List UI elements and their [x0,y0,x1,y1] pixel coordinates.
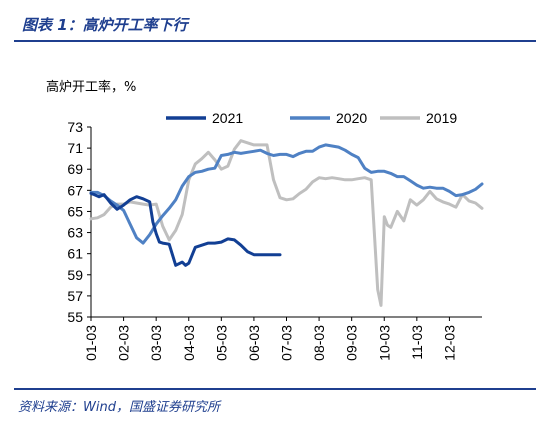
y-tick-label: 65 [67,203,83,219]
x-tick-label: 06-03 [246,325,262,361]
x-tick-label: 10-03 [376,325,392,361]
y-tick-label: 67 [67,182,83,198]
x-tick-label: 04-03 [181,325,197,361]
x-tick-label: 02-03 [116,325,132,361]
series-line-2019 [89,139,484,307]
y-tick-label: 63 [67,225,83,241]
x-tick-label: 09-03 [344,325,360,361]
x-tick-label: 07-03 [279,325,295,361]
legend-label-2021: 2021 [212,110,243,126]
source-rule [14,388,536,390]
series-line-2020 [89,143,484,245]
x-tick-label: 12-03 [441,325,457,361]
x-tick-label: 11-03 [409,325,425,360]
y-tick-label: 61 [67,246,83,262]
series-lines [89,139,484,307]
source-note: 资料来源：Wind，国盛证券研究所 [18,400,220,415]
y-axis-label: 高炉开工率，% [46,79,136,95]
x-axis: 01-03 02-03 03-03 04-03 05-03 06-03 07-03 08-03… [83,316,482,361]
y-tick-label: 59 [67,267,83,283]
chart-title: 图表 1：高炉开工率下行 [22,16,188,34]
legend-label-2019: 2019 [426,110,457,126]
x-tick-label: 05-03 [213,325,229,361]
title-rule [14,40,536,42]
series-line-2021 [89,192,282,267]
y-axis: 55 57 59 61 63 65 67 69 71 73 [67,119,92,325]
legend-label-2020: 2020 [336,110,367,126]
legend: 2021 2020 2019 [166,110,457,126]
x-tick-label: 08-03 [311,325,327,361]
y-tick-label: 71 [67,140,83,156]
y-tick-label: 69 [67,161,83,177]
y-tick-label: 57 [67,288,83,304]
x-tick-label: 01-03 [83,325,99,361]
x-tick-label: 03-03 [148,325,164,361]
y-tick-label: 55 [67,309,83,325]
y-tick-label: 73 [67,119,83,135]
